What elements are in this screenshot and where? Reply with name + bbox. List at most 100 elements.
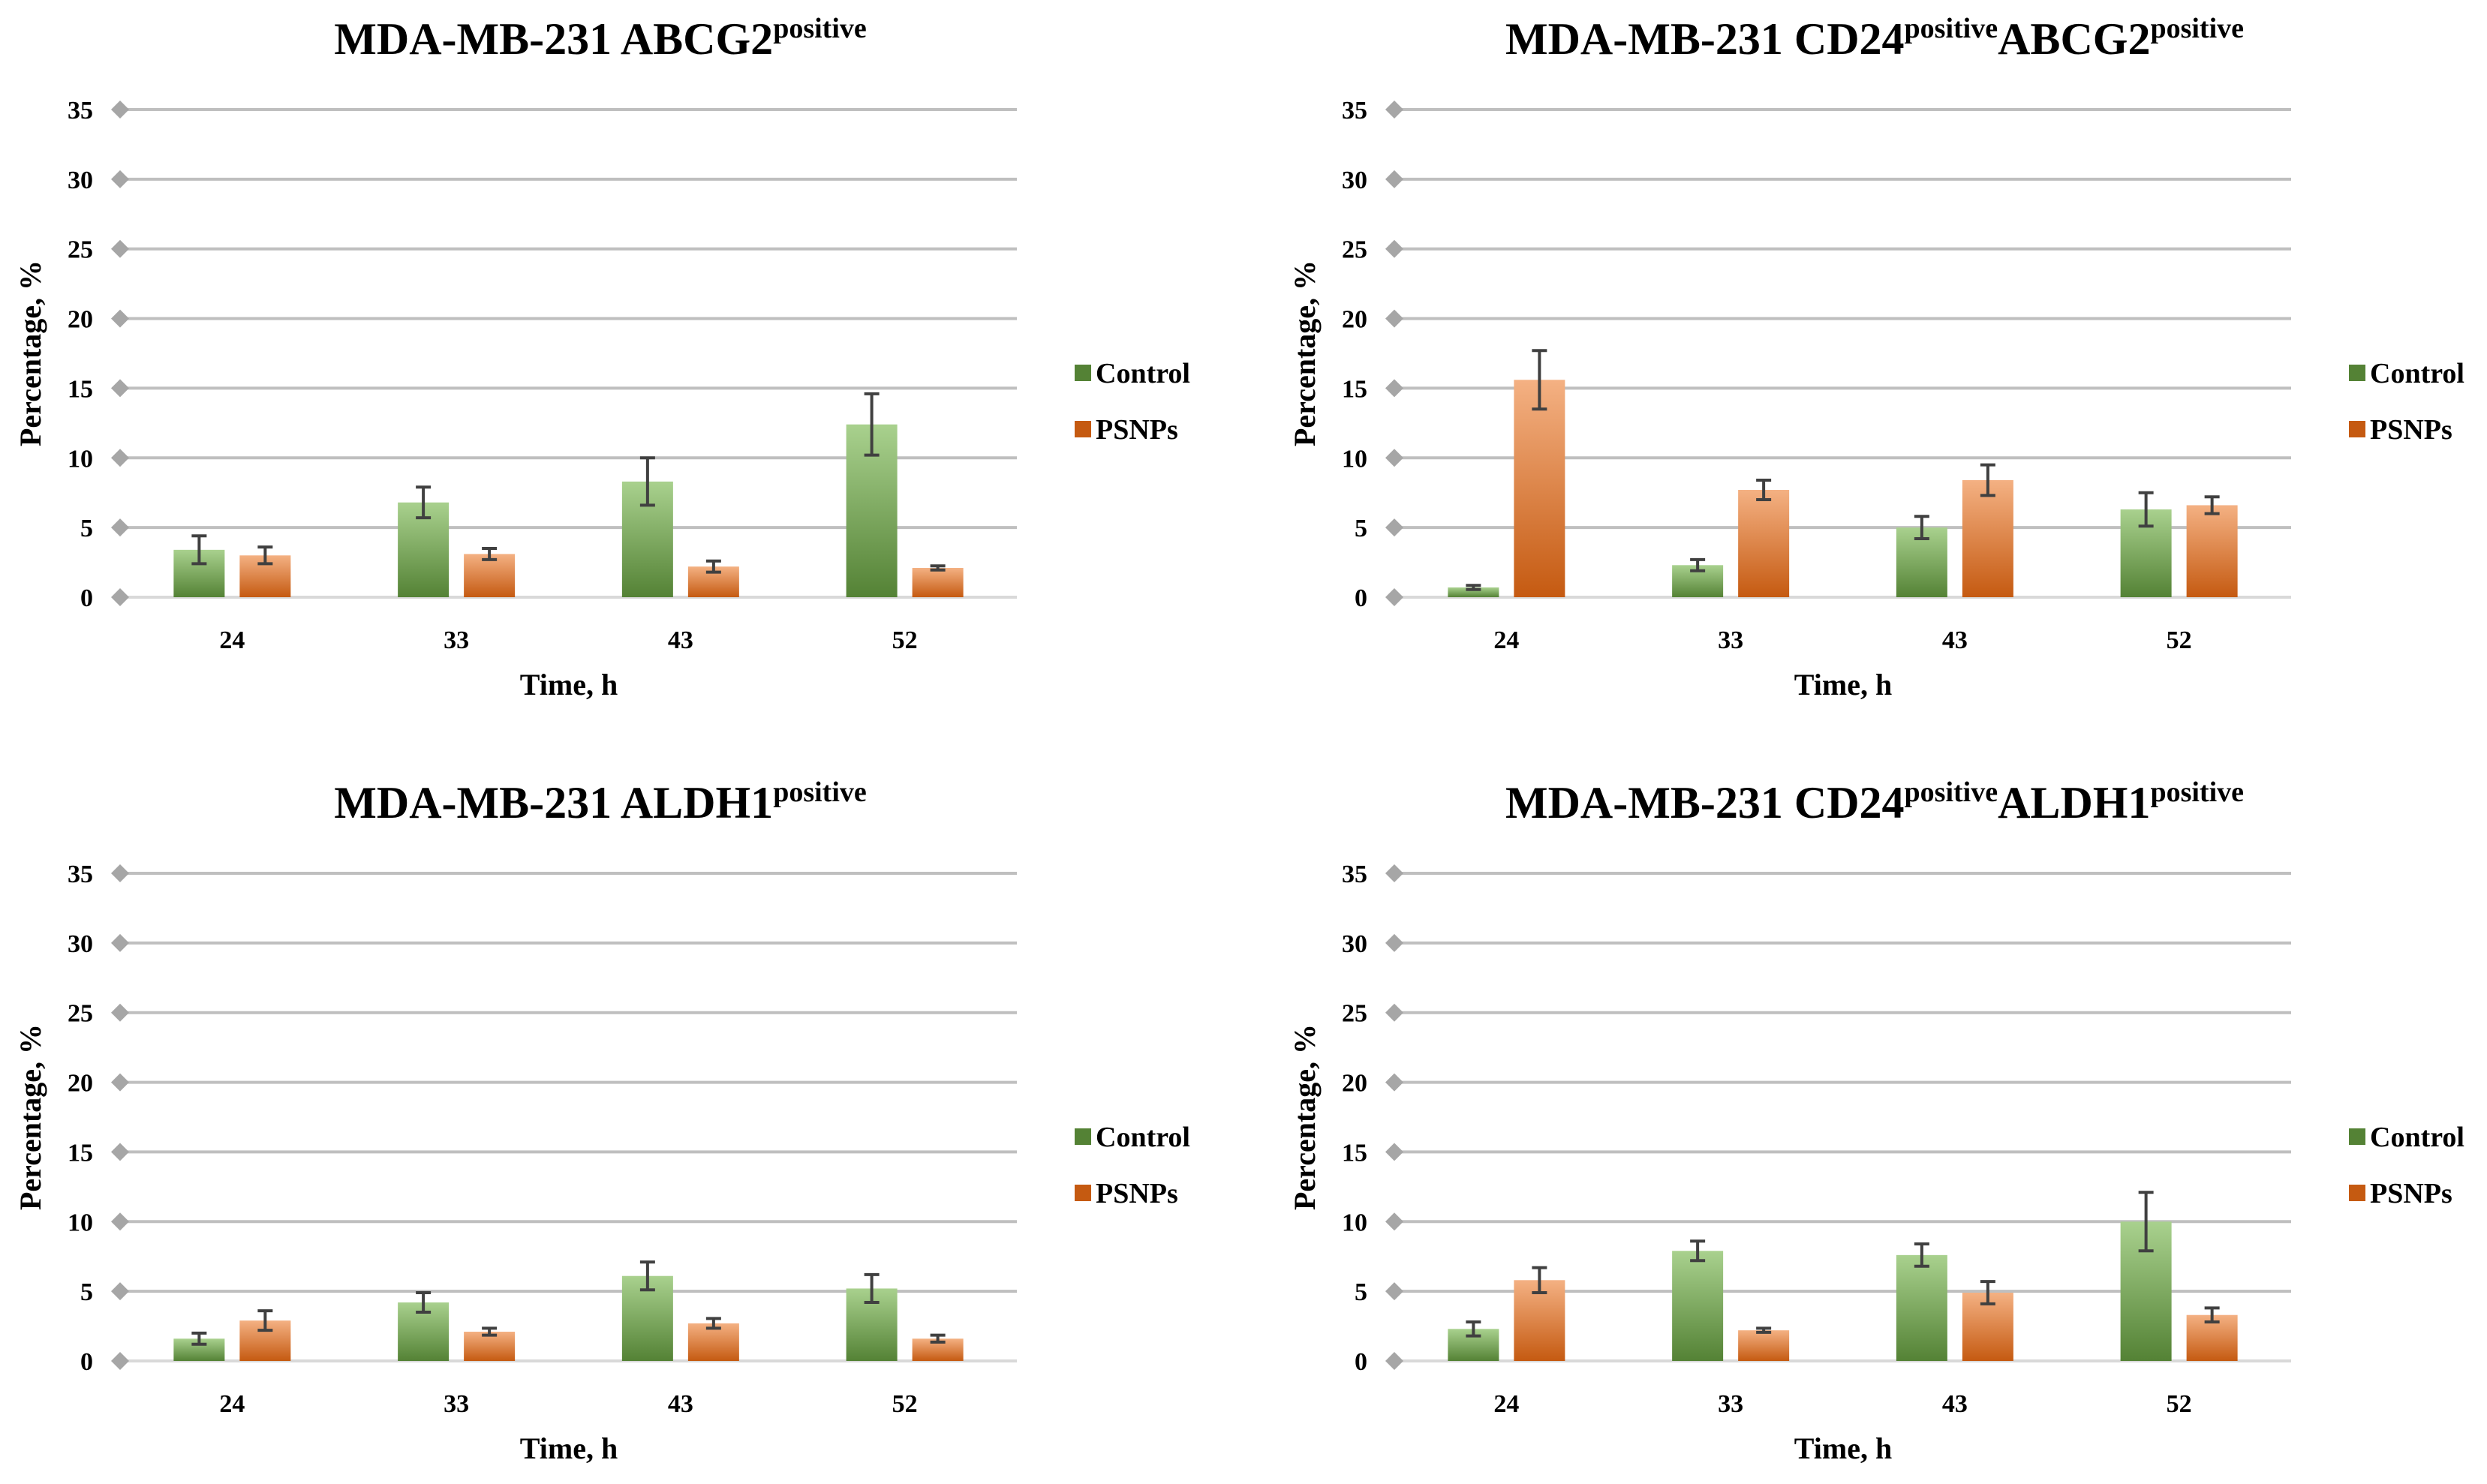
title-superscript: positive: [773, 777, 867, 808]
error-bar: [705, 559, 721, 574]
legend-item-control: Control: [2349, 1122, 2464, 1153]
error-bar: [1532, 349, 1547, 411]
ytick-label: 0: [1355, 584, 1367, 612]
ytick-label: 20: [68, 1070, 93, 1098]
legend-label: PSNPs: [2370, 414, 2452, 446]
error-bar: [1690, 1239, 1706, 1263]
bar-psnps-52: [2186, 505, 2238, 597]
title-part: MDA-MB-231 ABCG2: [334, 14, 773, 64]
ytick-diamond-icon: [1385, 309, 1403, 328]
error-bar: [639, 456, 655, 507]
error-bar: [1914, 1242, 1929, 1268]
error-bar: [2204, 1306, 2220, 1323]
error-bar: [1980, 1280, 1995, 1305]
ytick-label: 0: [1355, 1348, 1367, 1376]
bar-psnps-43: [1962, 480, 2013, 597]
legend-swatch: [2349, 1185, 2365, 1201]
title-superscript: positive: [2150, 777, 2244, 808]
ytick-label: 5: [80, 515, 93, 542]
ytick-diamond-icon: [1385, 933, 1403, 952]
ytick-diamond-icon: [1385, 170, 1403, 188]
error-bar: [257, 545, 273, 566]
ytick-diamond-icon: [111, 309, 129, 328]
ytick-diamond-icon: [1385, 1073, 1403, 1092]
ytick-label: 5: [1355, 1278, 1367, 1306]
bar-control-33: [1672, 1251, 1724, 1361]
chart-panel-3: MDA-MB-231 ALDH1positive 0 5 10 15 20 25 30 35 24…: [14, 777, 1190, 1465]
title-part: MDA-MB-231 CD24: [1505, 14, 1905, 64]
xtick-label: 52: [2167, 1390, 2192, 1418]
ytick-label: 20: [1342, 306, 1367, 334]
xtick-label: 52: [2167, 626, 2192, 654]
title-superscript: positive: [2150, 13, 2244, 44]
title-superscript: positive: [1905, 777, 1998, 808]
ytick-label: 0: [80, 1348, 93, 1376]
error-bar: [416, 485, 432, 520]
ytick-diamond-icon: [111, 518, 129, 537]
chart-title: MDA-MB-231 CD24positiveABCG2positive: [1505, 13, 2244, 64]
legend-swatch: [1075, 1128, 1091, 1145]
bar-psnps-33: [1738, 1330, 1790, 1361]
ytick-label: 35: [1342, 97, 1367, 125]
y-axis-label: Percentage, %: [14, 1024, 47, 1210]
xtick-label: 52: [892, 626, 918, 654]
error-bar: [191, 1331, 207, 1346]
ytick-diamond-icon: [111, 933, 129, 952]
ytick-diamond-icon: [1385, 379, 1403, 398]
y-axis-label: Percentage, %: [14, 260, 47, 446]
x-axis-label: Time, h: [520, 668, 618, 701]
error-bar: [864, 1272, 880, 1304]
error-bar: [864, 392, 880, 457]
title-superscript: positive: [1905, 13, 1998, 44]
chart-panel-4: MDA-MB-231 CD24positiveALDH1positive0510…: [1288, 777, 2464, 1465]
chart-panel-1: MDA-MB-231 ABCG2positive 0 5 10 15 20 25 30 35 24…: [14, 13, 1190, 701]
xtick-label: 33: [1718, 626, 1743, 654]
legend-swatch: [2349, 1128, 2365, 1145]
legend-label: Control: [2370, 358, 2464, 389]
error-bar: [930, 564, 946, 572]
xtick-label: 43: [1942, 626, 1968, 654]
x-axis-label: Time, h: [1794, 1431, 1892, 1465]
ytick-diamond-icon: [1385, 1352, 1403, 1370]
error-bar: [1756, 479, 1772, 501]
title-part: MDA-MB-231 CD24: [1505, 778, 1905, 828]
ytick-diamond-icon: [1385, 1282, 1403, 1301]
legend-label: PSNPs: [1096, 1178, 1178, 1209]
ytick-label: 5: [1355, 515, 1367, 542]
legend-item-psnps: PSNPs: [1075, 1178, 1178, 1209]
ytick-label: 35: [1342, 861, 1367, 888]
ytick-label: 25: [68, 1000, 93, 1028]
ytick-label: 30: [68, 930, 93, 958]
ytick-diamond-icon: [1385, 239, 1403, 258]
legend-item-control: Control: [2349, 358, 2464, 389]
bar-psnps-33: [1738, 490, 1790, 597]
ytick-diamond-icon: [1385, 449, 1403, 467]
error-bar: [257, 1309, 273, 1332]
error-bar: [482, 547, 498, 561]
ytick-diamond-icon: [111, 1212, 129, 1231]
ytick-label: 15: [1342, 375, 1367, 403]
error-bar: [930, 1333, 946, 1344]
ytick-label: 15: [1342, 1139, 1367, 1167]
ytick-diamond-icon: [111, 101, 129, 119]
bar-psnps-24: [1514, 380, 1565, 597]
ytick-label: 20: [1342, 1070, 1367, 1098]
ytick-label: 15: [68, 1139, 93, 1167]
ytick-label: 30: [68, 167, 93, 194]
title-part: MDA-MB-231 ALDH1: [334, 778, 773, 828]
error-bar: [1466, 1320, 1481, 1338]
bar-control-24: [1448, 587, 1499, 597]
error-bar: [482, 1326, 498, 1337]
legend-label: PSNPs: [1096, 414, 1178, 446]
legend-item-control: Control: [1075, 1122, 1190, 1153]
xtick-label: 24: [1493, 1390, 1519, 1418]
ytick-diamond-icon: [111, 588, 129, 606]
y-axis-label: Percentage, %: [1288, 1024, 1322, 1210]
xtick-label: 33: [1718, 1390, 1743, 1418]
error-bar: [1690, 557, 1706, 572]
ytick-label: 25: [68, 236, 93, 264]
ytick-diamond-icon: [111, 1352, 129, 1370]
legend-label: Control: [1096, 358, 1190, 389]
error-bar: [1466, 584, 1481, 591]
